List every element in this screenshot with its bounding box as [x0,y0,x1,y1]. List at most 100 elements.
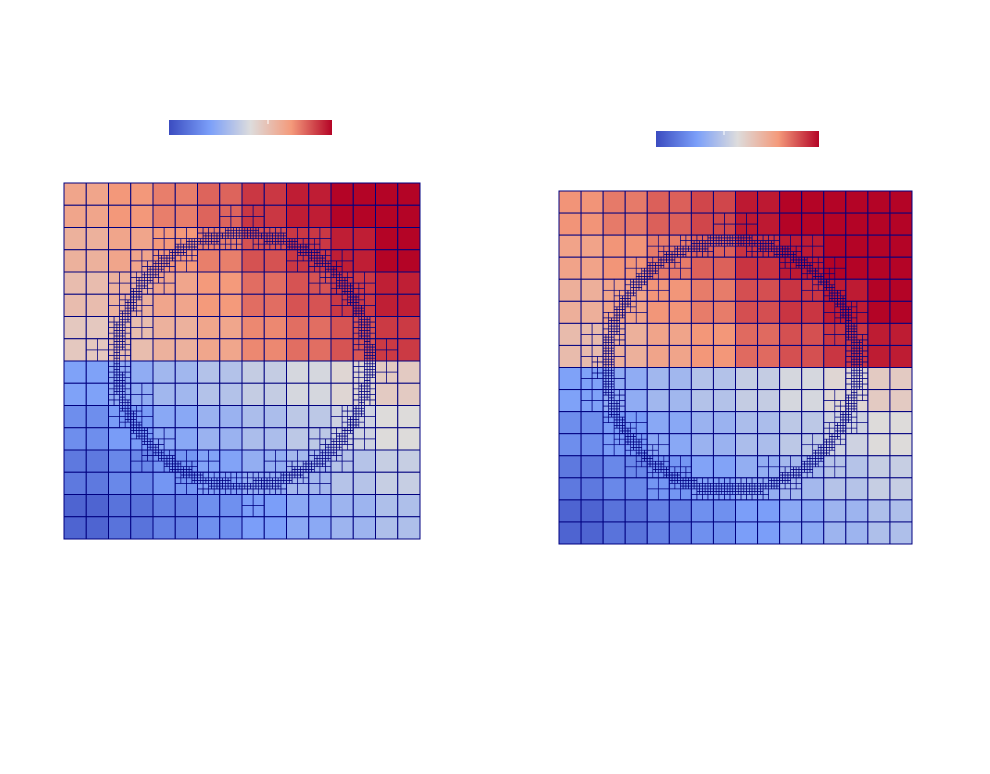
mesh-cell [646,367,670,391]
mesh-cell [779,411,803,435]
mesh-cell [375,405,399,429]
mesh-cell [845,256,869,280]
mesh-cell [712,300,736,324]
mesh-cell [757,433,781,457]
mesh-cell [397,471,421,495]
mesh-cell [375,382,399,406]
mesh-cell [624,190,648,214]
mesh-cell [352,182,376,206]
mesh-cell [174,182,198,206]
mesh-cell [108,494,132,518]
mesh-cell [85,316,109,340]
mesh-cell [397,227,421,251]
mesh-cell [624,477,648,501]
mesh-cell [174,516,198,540]
mesh-cell [690,455,714,479]
mesh-cell [152,293,176,317]
mesh-cell [197,516,221,540]
mesh-cell [63,249,87,273]
mesh-cell [152,360,176,384]
mesh-cell [197,293,221,317]
mesh-cell [85,516,109,540]
mesh-cell [845,212,869,236]
mesh-cell [263,360,287,384]
mesh-cell [352,204,376,228]
mesh-cell [889,212,913,236]
mesh-cell [219,271,243,295]
mesh-cell [712,521,736,545]
mesh-cell [668,521,692,545]
mesh-cell [558,521,582,545]
mesh-cell [197,271,221,295]
mesh-cell [845,433,869,457]
mesh-cell [308,405,332,429]
mesh-cell [580,477,604,501]
mesh-cell [712,433,736,457]
mesh-cell [757,344,781,368]
mesh-cell [690,278,714,302]
mesh-cell [330,516,354,540]
mesh-cell [867,477,891,501]
mesh-cell [690,411,714,435]
mesh-cell [712,322,736,346]
mesh-cell [219,449,243,473]
mesh-cell [712,389,736,413]
mesh-cell [646,344,670,368]
mesh-cell [845,278,869,302]
mesh-cell [801,411,825,435]
mesh-cell [779,499,803,523]
mesh-cell [197,405,221,429]
mesh-cell [397,494,421,518]
mesh-cell [397,449,421,473]
mesh-cell [241,427,265,451]
mesh-cell [197,494,221,518]
mesh-cell [241,293,265,317]
mesh-cell [286,405,310,429]
mesh-cell [352,516,376,540]
mesh-cell [63,293,87,317]
mesh-cell [558,344,582,368]
mesh-cell [174,204,198,228]
mesh-cell [375,271,399,295]
mesh-cell [286,360,310,384]
mesh-cell [735,521,759,545]
mesh-cell [63,494,87,518]
mesh-cell [286,382,310,406]
mesh-cell [779,389,803,413]
mesh-cell [580,278,604,302]
mesh-cell [219,382,243,406]
mesh-cell [219,182,243,206]
mesh-cell [779,190,803,214]
mesh-panel [558,190,913,545]
mesh-cell [867,521,891,545]
mesh-cell [397,360,421,384]
mesh-cell [308,494,332,518]
mesh-cell [580,499,604,523]
mesh-cell [823,344,847,368]
mesh-cell [241,316,265,340]
mesh-cell [241,516,265,540]
mesh-cell [712,455,736,479]
mesh-cell [85,405,109,429]
mesh-cell [790,488,802,501]
mesh-cell [330,316,354,340]
mesh-cell [867,499,891,523]
mesh-cell [558,278,582,302]
mesh-cell [657,289,670,302]
mesh-cell [757,256,781,280]
mesh-cell [558,234,582,258]
mesh-cell [108,249,132,273]
mesh-cell [219,293,243,317]
mesh-cell [63,427,87,451]
mesh-cell [735,256,759,280]
mesh-cell [845,234,869,258]
mesh-cell [219,516,243,540]
mesh-cell [580,212,604,236]
mesh-cell [757,367,781,391]
mesh-cell [263,293,287,317]
mesh-cell [241,338,265,362]
mesh-cell [558,477,582,501]
mesh-cell [308,516,332,540]
mesh-cell [341,460,354,473]
mesh-cell [712,278,736,302]
